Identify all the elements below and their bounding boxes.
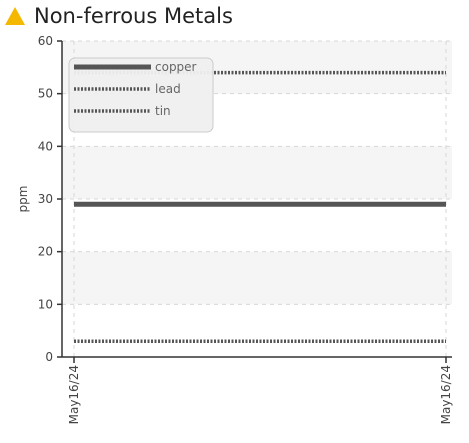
- warning-triangle-icon: [5, 7, 25, 25]
- chart-title: Non-ferrous Metals: [34, 4, 233, 28]
- y-axis-label: ppm: [16, 186, 30, 213]
- y-tick-label: 0: [45, 350, 53, 364]
- y-tick-label: 40: [38, 139, 53, 153]
- series-lines: [74, 70, 446, 343]
- y-tick-label: 20: [38, 245, 53, 259]
- chart-header: Non-ferrous Metals: [4, 3, 233, 29]
- legend: copper lead tin: [68, 57, 214, 133]
- plot-band: [62, 251, 452, 305]
- legend-label-tin: tin: [155, 104, 171, 118]
- legend-label-copper: copper: [155, 60, 197, 74]
- grid-lines: [62, 40, 452, 357]
- x-tick-label: May16/24: [67, 365, 81, 424]
- x-tick-label: May16/24: [439, 365, 453, 424]
- y-tick-label: 50: [38, 87, 53, 101]
- y-tick-label: 10: [38, 297, 53, 311]
- x-axis-ticks: May16/24 May16/24: [67, 357, 453, 424]
- legend-label-lead: lead: [155, 82, 181, 96]
- plot-band: [62, 146, 452, 199]
- legend-box: [68, 57, 214, 133]
- y-axis-ticks: 0 10 20 30 40 50 60: [38, 34, 62, 364]
- y-tick-label: 60: [38, 34, 53, 48]
- plot-bands: [62, 41, 452, 305]
- y-tick-label: 30: [38, 192, 53, 206]
